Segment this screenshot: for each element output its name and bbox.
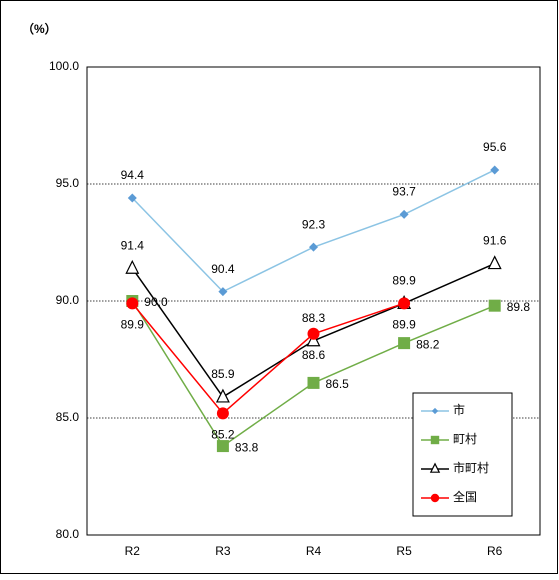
x-tick-label: R5 [396,544,412,558]
legend-box [412,392,513,517]
marker [398,297,411,310]
marker [488,299,501,312]
marker [218,287,228,297]
data-label: 90.4 [211,262,235,276]
marker [216,440,229,453]
legend-marker [431,407,439,415]
legend-label: 全国 [453,489,477,504]
marker [398,337,411,350]
marker [216,407,229,420]
y-tick-label: 100.0 [49,59,79,73]
marker [215,388,230,403]
data-label: 86.5 [326,377,350,391]
legend-label: 町村 [453,432,477,446]
legend-marker [430,435,440,445]
data-label: 95.6 [483,140,507,154]
data-label: 88.6 [302,348,326,362]
marker [126,297,139,310]
y-tick-label: 95.0 [56,176,80,190]
marker [309,242,318,252]
x-tick-label: R2 [125,544,141,558]
legend-marker [430,493,440,503]
y-tick-label: 85.0 [56,410,80,424]
data-label: 89.9 [392,318,416,332]
marker [306,332,321,347]
data-label: 91.4 [121,238,145,252]
data-label: 88.2 [416,337,440,351]
data-label: 93.7 [392,185,416,199]
unit-label: （%） [22,21,57,36]
marker [127,193,137,203]
legend-marker [429,462,441,473]
x-tick-label: R3 [215,544,231,558]
y-tick-label: 80.0 [56,527,80,541]
marker [307,376,320,389]
data-label: 89.9 [392,274,416,288]
marker [307,327,320,340]
data-label: 85.2 [211,427,235,441]
data-label: 89.9 [121,318,145,332]
legend-label: 市 [453,402,465,417]
data-label: 85.9 [211,367,235,381]
data-label: 94.4 [121,168,145,182]
data-label: 89.8 [507,300,531,314]
data-label: 90.0 [144,295,168,309]
x-tick-label: R4 [306,544,322,558]
x-tick-label: R6 [487,544,503,558]
data-label: 92.3 [302,217,326,231]
marker [490,165,500,175]
y-tick-label: 90.0 [56,293,80,307]
data-label: 88.3 [302,311,326,325]
marker [399,209,409,219]
series-line [131,302,405,415]
data-label: 91.6 [483,234,507,248]
marker [487,255,502,270]
legend-label: 市町村 [453,460,489,475]
data-label: 83.8 [235,440,259,454]
marker [125,259,140,274]
